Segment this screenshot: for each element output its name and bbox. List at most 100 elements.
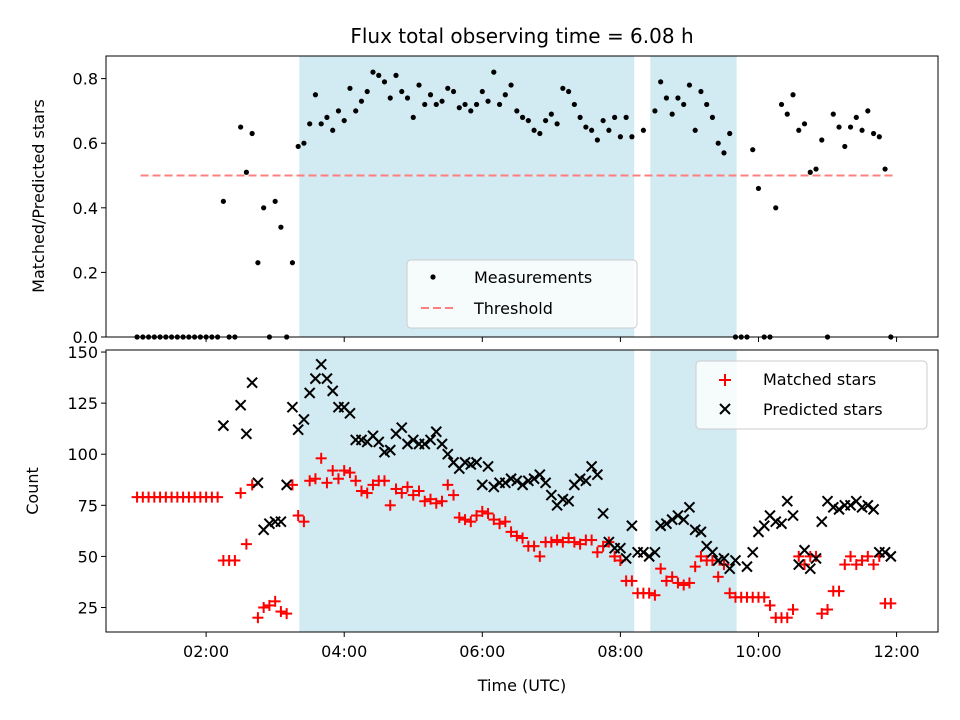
matched-star-point [528,540,540,552]
matched-star-point [304,475,316,487]
bottom-chart: 25 50 75 100 125 150 02:00 04:00 06:00 08:00 10:0… [23,343,939,695]
measurement-point [853,114,859,120]
measurement-point [583,124,589,130]
measurement-point [640,127,647,133]
predicted-star-point [626,520,638,532]
predicted-star-point [292,423,304,436]
measurement-point [468,108,474,114]
predicted-star-point [240,428,253,440]
predicted-star-point [321,372,333,385]
matched-star-point [845,550,857,562]
matched-star-point [281,608,293,620]
predicted-star-point [430,426,442,438]
measurement-point [387,95,393,101]
measurement-point [686,82,693,88]
predicted-star-point [419,438,431,450]
measurement-point [473,101,480,108]
legend-predicted-label: Predicted stars [763,400,883,419]
measurement-point [830,111,836,117]
matched-star-point [275,606,287,618]
top-y-tick-label-2: 0.4 [73,199,98,218]
predicted-star-point [298,413,310,426]
predicted-star-point [280,479,293,491]
matched-star-point [718,559,730,571]
matched-star-point [833,585,845,597]
matched-star-point [649,589,661,601]
measurement-point [542,117,549,124]
measurement-point [623,114,629,120]
matched-star-point [413,485,425,497]
measurement-point [525,117,531,124]
predicted-star-point [718,552,730,565]
measurement-point [427,92,434,98]
predicted-star-point [793,558,805,571]
matched-star-point [591,546,603,558]
measurement-point [870,130,877,137]
measurement-point [715,140,721,146]
measurement-point [554,121,560,127]
measurement-point [847,124,854,130]
bottom-x-tick-label-2: 06:00 [459,642,505,661]
matched-star-point [758,591,770,603]
top-shaded-interval-1 [650,56,737,337]
top-plot-frame [105,55,939,338]
matched-star-point [505,526,517,538]
measurement-point [629,134,635,140]
top-chart-title: Flux total observing time = 6.08 h [350,24,693,48]
bottom-x-tick-label-4: 10:00 [735,642,781,661]
measurement-point [318,121,324,127]
predicted-star-point [373,436,385,448]
measurement-point [353,108,359,114]
predicted-star-point [810,552,822,565]
measurement-point [278,224,284,230]
legend-matched-label: Matched stars [763,370,876,389]
matched-star-point [407,489,419,501]
matched-star-point [706,554,718,566]
predicted-star-point [591,468,604,481]
measurement-point [773,205,779,211]
predicted-star-point [303,387,316,399]
bottom-x-tick-label-5: 12:00 [874,642,920,661]
measurement-point [376,72,382,78]
matched-star-point [332,473,344,485]
matched-star-point [822,604,834,616]
matched-star-point [626,575,638,587]
top-legend-box [406,259,638,329]
matched-star-point [229,554,241,566]
predicted-star-point [499,477,512,489]
predicted-stars-points [217,358,897,575]
predicted-star-point [585,460,598,473]
bottom-y-axis: 25 50 75 100 125 150 [67,343,106,617]
measurement-point [496,101,503,108]
matched-star-point [672,577,684,589]
measurement-point [709,114,716,120]
matched-star-point [724,587,736,599]
measurement-point [652,108,658,114]
legend-measurements-label: Measurements [474,268,592,287]
predicted-star-point [539,477,552,489]
measurement-point [462,101,468,108]
measurement-point [243,169,249,175]
top-y-tick-label-0: 0.0 [73,328,98,347]
predicted-star-point [476,479,489,491]
matched-star-point [212,491,224,503]
predicted-star-point [217,419,230,432]
matched-star-point [816,608,828,620]
measurement-point [669,111,675,117]
matched-star-point [609,550,621,562]
measurement-point [663,95,670,101]
top-y-axis-label: Matched/Predicted stars [29,99,48,293]
predicted-star-point [867,503,880,516]
matched-star-point [868,559,880,571]
predicted-star-point [620,552,632,565]
predicted-star-point [528,473,540,485]
measurement-point [819,137,825,143]
measurement-point [439,98,445,104]
matched-star-point [430,497,442,509]
measurement-points [134,69,894,340]
predicted-star-point [344,407,356,420]
matched-star-point [338,465,350,477]
matched-star-point [390,483,402,495]
matched-star-point [810,550,822,562]
matched-star-point [488,514,500,526]
